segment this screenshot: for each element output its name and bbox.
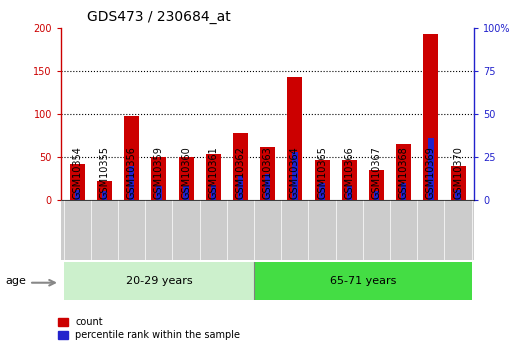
Bar: [152, 157, 166, 200]
Bar: [292, 152, 297, 200]
Legend: count, percentile rank within the sample: count, percentile rank within the sample: [58, 317, 241, 340]
Bar: [129, 166, 135, 200]
Bar: [156, 186, 162, 200]
Bar: [64, 262, 254, 300]
Bar: [210, 185, 216, 200]
Bar: [254, 262, 472, 300]
Bar: [75, 190, 80, 200]
Bar: [183, 186, 189, 200]
Text: GDS473 / 230684_at: GDS473 / 230684_at: [87, 10, 231, 24]
Bar: [287, 77, 302, 200]
Text: 20-29 years: 20-29 years: [126, 276, 192, 286]
Bar: [401, 183, 407, 200]
Bar: [238, 176, 243, 200]
Bar: [179, 157, 193, 200]
Bar: [102, 191, 107, 200]
Bar: [124, 117, 139, 200]
Bar: [428, 138, 434, 200]
Bar: [396, 144, 411, 200]
Bar: [369, 170, 384, 200]
Bar: [233, 133, 248, 200]
Bar: [97, 181, 112, 200]
Text: age: age: [5, 276, 26, 286]
Bar: [450, 166, 465, 200]
Bar: [455, 190, 461, 200]
Text: 65-71 years: 65-71 years: [330, 276, 396, 286]
Bar: [342, 160, 357, 200]
Bar: [374, 191, 379, 200]
Bar: [260, 147, 275, 200]
Bar: [206, 155, 220, 200]
Bar: [423, 34, 438, 200]
Bar: [315, 159, 330, 200]
Bar: [70, 164, 85, 200]
Bar: [319, 183, 325, 200]
Bar: [265, 174, 270, 200]
Bar: [347, 186, 352, 200]
